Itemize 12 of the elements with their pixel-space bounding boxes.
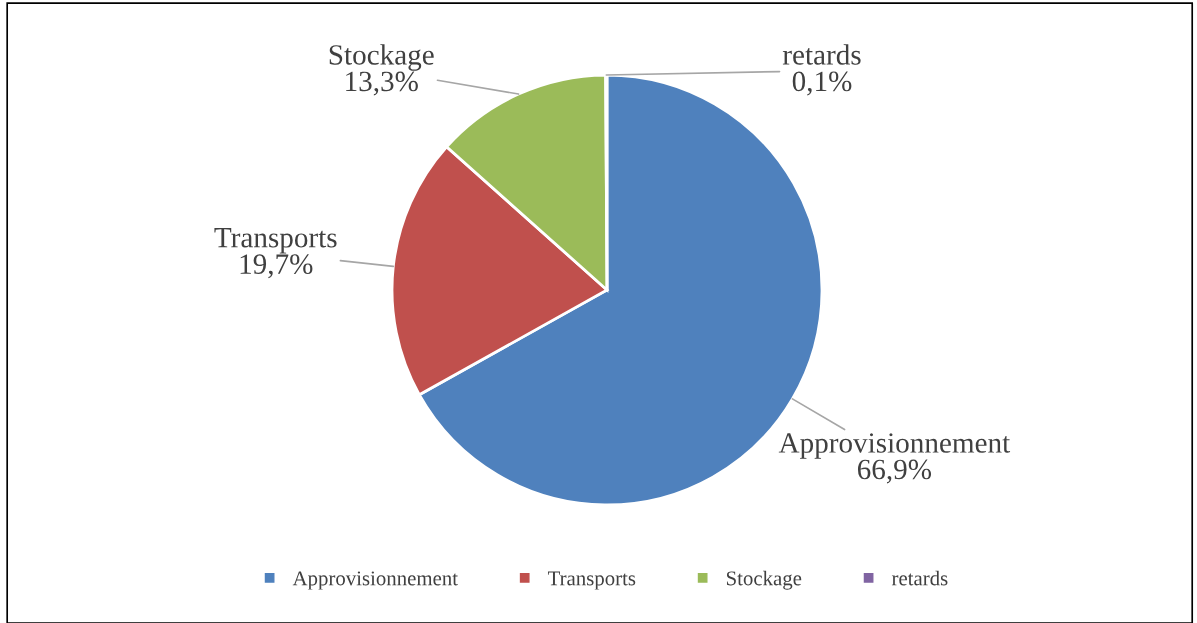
legend-label: Approvisionnement [292, 571, 458, 590]
legend-label: Stockage [726, 570, 802, 590]
data-label: 0,1% [792, 71, 852, 96]
legend-label: Transports [547, 571, 636, 590]
legend-label: retards [891, 570, 948, 586]
data-label: 13,3% [346, 71, 418, 96]
slice-label: retards [782, 44, 861, 65]
slice-label: Transports [214, 228, 337, 254]
data-label: 19,7% [240, 254, 313, 279]
slice-label: Approvisionnement [778, 433, 1011, 459]
slice-label: Stockage [329, 44, 434, 71]
data-label: 66,9% [857, 459, 932, 484]
